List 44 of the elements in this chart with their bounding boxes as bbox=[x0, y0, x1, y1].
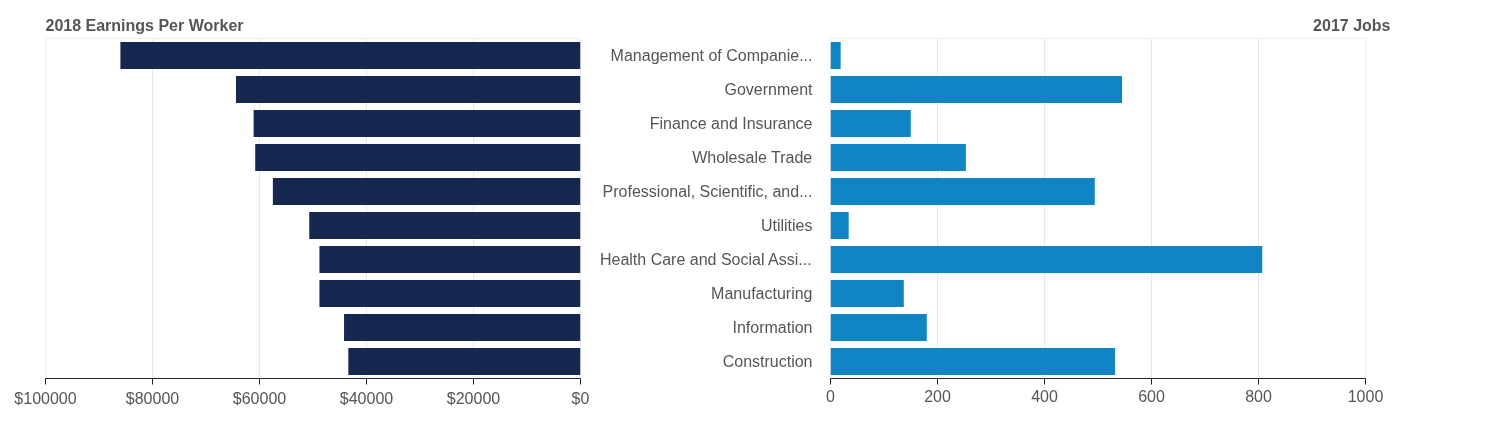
bar bbox=[348, 347, 581, 376]
bar bbox=[830, 279, 904, 308]
bar bbox=[830, 313, 927, 342]
bar bbox=[120, 41, 581, 70]
y-tick-label: Finance and Insurance bbox=[649, 115, 813, 132]
x-tick-label: $60000 bbox=[232, 389, 287, 407]
x-tick-label: $0 bbox=[571, 389, 590, 407]
y-tick-label: Manufacturing bbox=[711, 285, 813, 302]
bar bbox=[830, 245, 1263, 274]
y-tick-label: Management of Companie... bbox=[610, 47, 813, 64]
y-tick-label: Health Care and Social Assi... bbox=[599, 251, 812, 268]
bar bbox=[319, 245, 581, 274]
x-tick-label: $40000 bbox=[339, 389, 394, 407]
bar bbox=[272, 177, 581, 206]
x-tick-label: $20000 bbox=[446, 389, 501, 407]
bar bbox=[830, 177, 1095, 206]
bar bbox=[830, 143, 966, 172]
x-tick-label: 400 bbox=[1031, 387, 1058, 405]
bar bbox=[253, 109, 581, 138]
x-tick-label: 1000 bbox=[1347, 387, 1384, 405]
bar bbox=[319, 279, 581, 308]
bar bbox=[830, 75, 1123, 104]
bar bbox=[830, 41, 841, 70]
chart-title: 2017 Jobs bbox=[1313, 16, 1391, 34]
y-tick-label: Professional, Scientific, and... bbox=[602, 183, 813, 200]
chart-title: 2018 Earnings Per Worker bbox=[45, 16, 244, 34]
bar bbox=[344, 313, 581, 342]
bar bbox=[830, 347, 1116, 376]
bar bbox=[309, 211, 581, 240]
y-tick-label: Construction bbox=[722, 353, 813, 370]
bar bbox=[235, 75, 581, 104]
bar bbox=[830, 211, 849, 240]
y-tick-label: Wholesale Trade bbox=[692, 149, 813, 166]
y-tick-label: Utilities bbox=[760, 217, 813, 234]
x-tick-label: 200 bbox=[924, 387, 951, 405]
y-tick-label: Government bbox=[724, 81, 814, 98]
y-tick-label: Information bbox=[732, 319, 813, 336]
x-tick-label: 600 bbox=[1138, 387, 1165, 405]
x-tick-label: 800 bbox=[1245, 387, 1272, 405]
x-tick-label: $100000 bbox=[14, 389, 77, 407]
bar bbox=[830, 109, 911, 138]
bar bbox=[255, 143, 581, 172]
x-tick-label: $80000 bbox=[125, 389, 180, 407]
x-tick-label: 0 bbox=[826, 387, 836, 405]
